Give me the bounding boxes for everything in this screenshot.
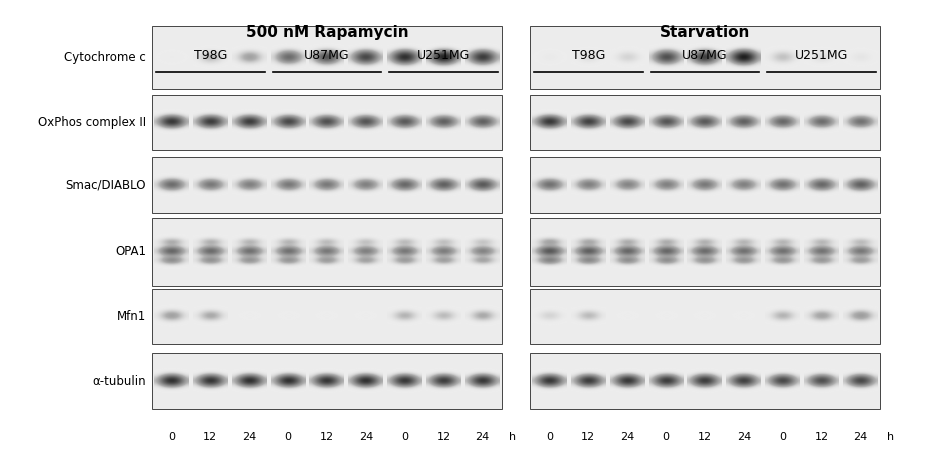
Text: 12: 12: [320, 432, 334, 442]
Text: T98G: T98G: [571, 49, 605, 62]
Text: 24: 24: [854, 432, 868, 442]
Text: U251MG: U251MG: [416, 49, 470, 62]
Text: 12: 12: [698, 432, 712, 442]
Bar: [530, 95, 880, 150]
Text: 24: 24: [358, 432, 373, 442]
Text: T98G: T98G: [193, 49, 227, 62]
Bar: [530, 218, 880, 286]
Bar: [530, 289, 880, 344]
Bar: [152, 289, 502, 344]
Text: 24: 24: [620, 432, 634, 442]
Text: 500 nM Rapamycin: 500 nM Rapamycin: [246, 25, 408, 40]
Text: U87MG: U87MG: [682, 49, 728, 62]
Text: h: h: [508, 432, 516, 442]
Bar: [152, 157, 502, 213]
Text: 24: 24: [476, 432, 490, 442]
Text: Starvation: Starvation: [659, 25, 750, 40]
Text: 0: 0: [662, 432, 670, 442]
Text: Mfn1: Mfn1: [116, 310, 146, 323]
Text: OxPhos complex II: OxPhos complex II: [38, 116, 146, 129]
Text: 12: 12: [436, 432, 450, 442]
Text: U251MG: U251MG: [794, 49, 848, 62]
Text: 0: 0: [401, 432, 408, 442]
Text: 12: 12: [582, 432, 596, 442]
Text: Smac/DIABLO: Smac/DIABLO: [66, 178, 146, 191]
Text: U87MG: U87MG: [304, 49, 350, 62]
Bar: [152, 218, 502, 286]
Bar: [152, 353, 502, 409]
Text: OPA1: OPA1: [115, 245, 146, 258]
Bar: [530, 353, 880, 409]
Bar: [530, 157, 880, 213]
Bar: [530, 26, 880, 89]
Text: 12: 12: [814, 432, 828, 442]
Text: 24: 24: [242, 432, 256, 442]
Text: 12: 12: [204, 432, 218, 442]
Text: h: h: [886, 432, 894, 442]
Text: 0: 0: [284, 432, 292, 442]
Text: 24: 24: [736, 432, 751, 442]
Text: 0: 0: [168, 432, 174, 442]
Bar: [152, 26, 502, 89]
Text: 0: 0: [546, 432, 552, 442]
Text: Cytochrome c: Cytochrome c: [64, 51, 146, 64]
Text: α-tubulin: α-tubulin: [92, 375, 146, 388]
Text: 0: 0: [779, 432, 786, 442]
Bar: [152, 95, 502, 150]
